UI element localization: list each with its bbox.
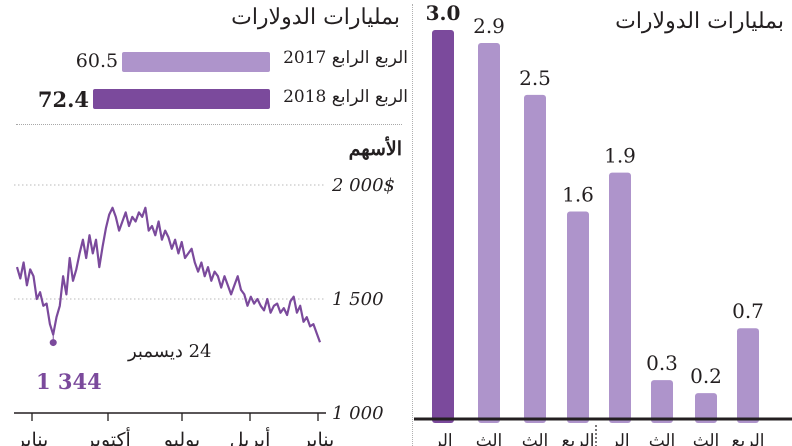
bar-category-label: الربع xyxy=(731,431,764,446)
stock-chart-title: الأسهم xyxy=(348,138,402,160)
right-units-label: بمليارات الدولارات xyxy=(615,9,784,34)
x-tick-label: يوليو xyxy=(163,429,200,446)
annotation-date: 24 ديسمبر xyxy=(127,341,211,362)
hbar-label-2018: الربع الرابع 2018 xyxy=(283,87,408,107)
bar-value-label: 0.3 xyxy=(646,351,678,375)
hbar-value-2017: 60.5 xyxy=(75,50,119,72)
x-tick-label: يناير xyxy=(301,429,335,446)
bar-category-label: الث xyxy=(522,431,549,446)
bar xyxy=(609,172,631,423)
hbar-2017 xyxy=(122,52,270,72)
left-units-label: بمليارات الدولارات xyxy=(231,5,400,30)
panel-divider xyxy=(412,4,413,446)
quarterly-bar-chart: 3.0 الر 2.9 الث 2.5 الث 1.6 الربع 1.9 الر 0.3 الث 0.… xyxy=(414,1,792,446)
y-tick-label: 2 000$ xyxy=(331,175,395,196)
bar xyxy=(737,328,759,423)
hbar-2018 xyxy=(93,89,270,109)
bar-value-label: 1.6 xyxy=(562,183,594,207)
stock-and-revenue-panel: بمليارات الدولارات الربع الرابع 2017 60.… xyxy=(14,5,408,446)
bar xyxy=(695,393,717,423)
stock-price-line xyxy=(15,206,322,343)
hbar-value-2018: 72.4 xyxy=(37,87,89,112)
bar xyxy=(567,211,589,423)
bar xyxy=(651,380,673,423)
bar xyxy=(478,42,500,423)
quarterly-bar-panel: بمليارات الدولارات 3.0 الر 2.9 الث 2.5 الث 1.6… xyxy=(412,0,792,446)
y-tick-label: 1 500 xyxy=(332,289,384,310)
bar-value-label: 2.5 xyxy=(519,66,551,90)
hbar-label-2017: الربع الرابع 2017 xyxy=(283,48,408,68)
bar-category-label: الث xyxy=(649,431,676,446)
bar-value-label: 1.9 xyxy=(604,144,636,168)
section-divider xyxy=(16,124,402,125)
bar xyxy=(432,30,454,423)
bar-value-label: 2.9 xyxy=(473,14,505,38)
y-tick-label: 1 000 xyxy=(332,403,384,424)
bar-category-label: الث xyxy=(476,431,503,446)
bar xyxy=(524,94,546,423)
bar-category-label: الر xyxy=(432,431,452,446)
bar-category-label: الث xyxy=(693,431,720,446)
bar-category-label: الربع xyxy=(561,431,594,446)
annotation-marker xyxy=(49,339,57,347)
bar-value-label: 3.0 xyxy=(426,1,461,25)
stock-line-chart: 2 000$ 1 500 1 000 يناير أكتوبر يوليو أبريل ينا… xyxy=(14,175,395,446)
annotation-value: 1 344 xyxy=(36,369,102,394)
bar-value-label: 0.2 xyxy=(690,364,722,388)
bar-value-label: 0.7 xyxy=(732,299,764,323)
x-tick-label: يناير xyxy=(15,429,49,446)
bar-category-label: الر xyxy=(609,431,629,446)
x-tick-label: أكتوبر xyxy=(84,426,131,446)
x-tick-label: أبريل xyxy=(230,426,271,446)
